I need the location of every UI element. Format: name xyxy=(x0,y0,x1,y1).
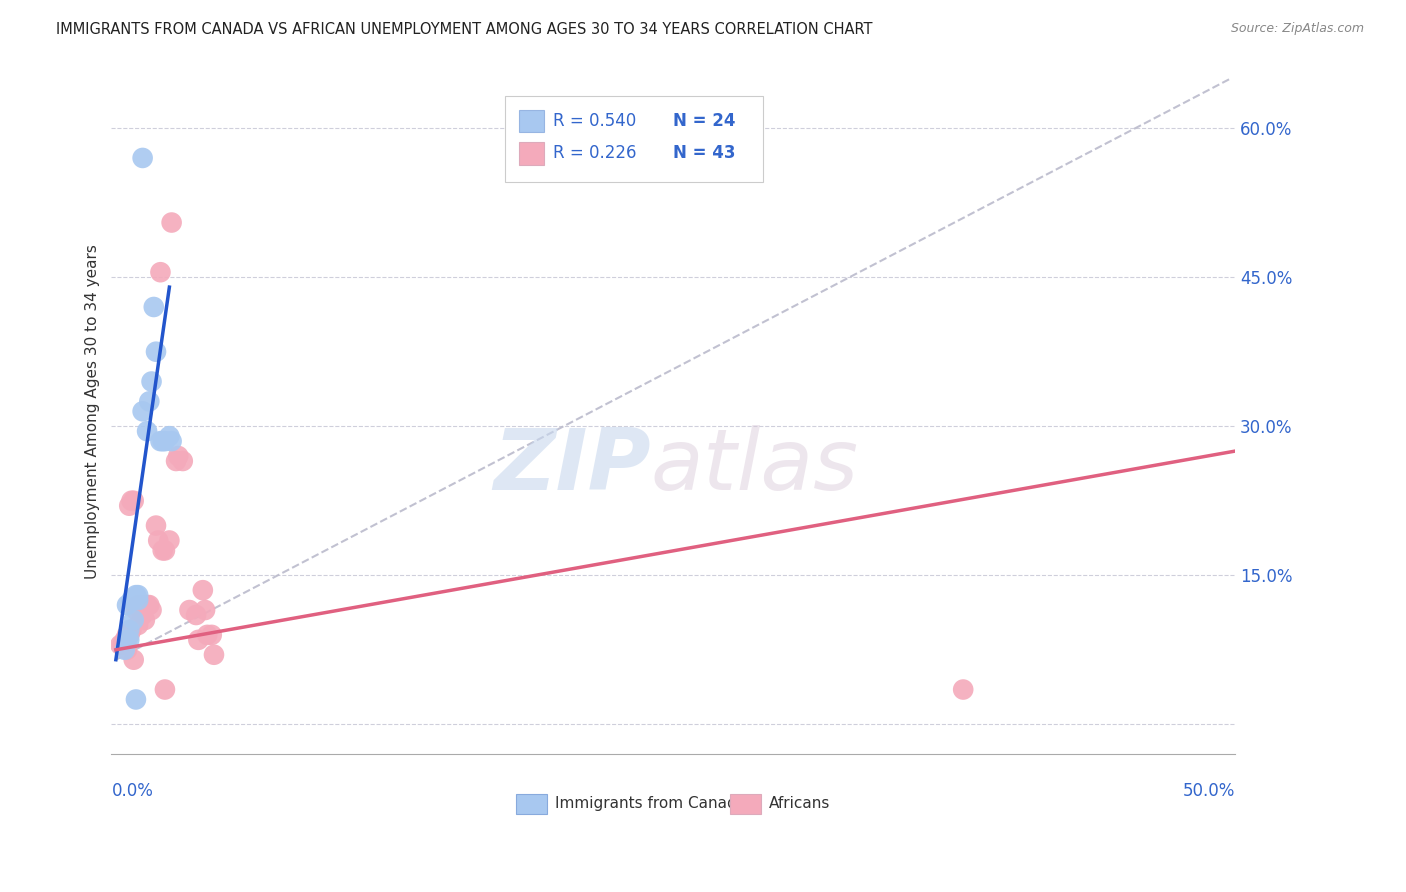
Point xyxy=(153,682,176,697)
Point xyxy=(179,603,201,617)
Point xyxy=(121,623,143,637)
Point xyxy=(127,618,149,632)
Point xyxy=(153,434,176,449)
Point xyxy=(122,613,145,627)
Text: R = 0.540: R = 0.540 xyxy=(553,112,637,130)
Text: IMMIGRANTS FROM CANADA VS AFRICAN UNEMPLOYMENT AMONG AGES 30 TO 34 YEARS CORRELA: IMMIGRANTS FROM CANADA VS AFRICAN UNEMPL… xyxy=(56,22,873,37)
Point xyxy=(127,593,149,607)
Point xyxy=(118,628,141,642)
Point xyxy=(157,429,180,443)
Point xyxy=(115,628,138,642)
Point xyxy=(149,434,172,449)
Point xyxy=(149,265,172,279)
Point xyxy=(131,598,153,612)
Point xyxy=(952,682,974,697)
Point xyxy=(131,404,153,418)
Text: 0.0%: 0.0% xyxy=(111,781,153,799)
Point xyxy=(127,598,149,612)
Point xyxy=(136,598,159,612)
Point xyxy=(114,638,136,652)
Point xyxy=(191,583,214,598)
Point xyxy=(141,375,163,389)
FancyBboxPatch shape xyxy=(516,794,547,814)
Text: atlas: atlas xyxy=(651,425,859,508)
Point xyxy=(122,653,145,667)
Text: 50.0%: 50.0% xyxy=(1182,781,1236,799)
Point xyxy=(187,632,209,647)
Point xyxy=(114,642,136,657)
Text: Africans: Africans xyxy=(769,796,830,811)
Point xyxy=(145,518,167,533)
Point xyxy=(152,434,174,449)
Point xyxy=(160,434,183,449)
Text: N = 24: N = 24 xyxy=(673,112,735,130)
Point xyxy=(122,493,145,508)
Point xyxy=(114,632,136,647)
Y-axis label: Unemployment Among Ages 30 to 34 years: Unemployment Among Ages 30 to 34 years xyxy=(86,244,100,579)
Point xyxy=(127,588,149,602)
Point xyxy=(110,638,132,652)
Point xyxy=(125,603,148,617)
Point xyxy=(118,628,141,642)
Point xyxy=(129,603,152,617)
Point xyxy=(152,543,174,558)
Point xyxy=(131,151,153,165)
Point xyxy=(194,603,217,617)
Text: Source: ZipAtlas.com: Source: ZipAtlas.com xyxy=(1230,22,1364,36)
Point xyxy=(118,623,141,637)
Point xyxy=(165,454,187,468)
Point xyxy=(148,533,170,548)
Point xyxy=(160,215,183,229)
Point xyxy=(118,632,141,647)
Point xyxy=(141,603,163,617)
FancyBboxPatch shape xyxy=(730,794,761,814)
Text: Immigrants from Canada: Immigrants from Canada xyxy=(555,796,747,811)
Point xyxy=(134,613,156,627)
Text: N = 43: N = 43 xyxy=(673,144,735,161)
Point xyxy=(167,449,190,463)
Point xyxy=(111,638,134,652)
Point xyxy=(153,543,176,558)
Point xyxy=(118,499,141,513)
Point xyxy=(115,642,138,657)
Point xyxy=(121,493,143,508)
Point xyxy=(157,533,180,548)
Point xyxy=(195,628,218,642)
Point xyxy=(115,632,138,647)
Point xyxy=(136,424,159,438)
Text: R = 0.226: R = 0.226 xyxy=(553,144,637,161)
Point xyxy=(125,588,148,602)
Point xyxy=(201,628,224,642)
Point xyxy=(186,607,208,622)
FancyBboxPatch shape xyxy=(505,96,763,182)
Point xyxy=(138,598,160,612)
Point xyxy=(142,300,165,314)
Point xyxy=(172,454,194,468)
FancyBboxPatch shape xyxy=(519,142,544,164)
Point xyxy=(125,692,148,706)
FancyBboxPatch shape xyxy=(519,110,544,132)
Point xyxy=(115,598,138,612)
Point xyxy=(131,607,153,622)
Text: ZIP: ZIP xyxy=(494,425,651,508)
Point xyxy=(121,593,143,607)
Point xyxy=(202,648,225,662)
Point xyxy=(145,344,167,359)
Point xyxy=(138,394,160,409)
Point xyxy=(122,593,145,607)
